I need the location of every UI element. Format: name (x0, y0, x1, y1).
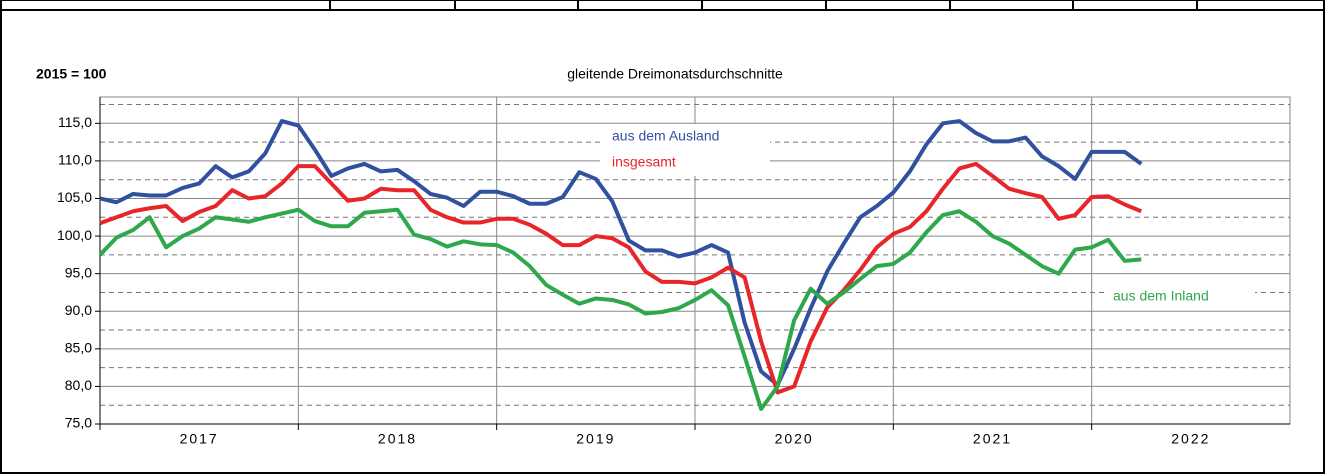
y-tick-label: 100,0 (57, 227, 92, 243)
x-tick-label: 2017 (180, 431, 219, 447)
y-tick-label: 95,0 (65, 264, 92, 280)
label-box (1105, 285, 1255, 309)
series-label: insgesamt (612, 154, 676, 170)
x-tick-label: 2021 (973, 431, 1012, 447)
label-box (600, 124, 770, 176)
y-tick-label: 115,0 (58, 114, 92, 130)
series-line (98, 207, 1142, 411)
y-tick-label: 90,0 (65, 302, 92, 318)
series-line (99, 161, 1143, 395)
x-tick-label: 2020 (775, 431, 814, 447)
header-row (0, 0, 1325, 11)
x-tick-label: 2022 (1171, 431, 1210, 447)
y-tick-label: 105,0 (57, 189, 92, 205)
unit-label: 2015 = 100 (36, 66, 107, 82)
x-tick-label: 2018 (378, 431, 417, 447)
y-tick-label: 75,0 (65, 415, 92, 431)
series-label: aus dem Ausland (612, 128, 719, 144)
y-tick-label: 80,0 (65, 377, 92, 393)
series-label: aus dem Inland (1113, 288, 1209, 304)
series-line (99, 119, 1143, 387)
subtitle: gleitende Dreimonatsdurchschnitte (567, 66, 783, 82)
y-tick-label: 85,0 (65, 340, 92, 356)
y-tick-label: 110,0 (58, 152, 92, 168)
x-tick-label: 2019 (576, 431, 615, 447)
